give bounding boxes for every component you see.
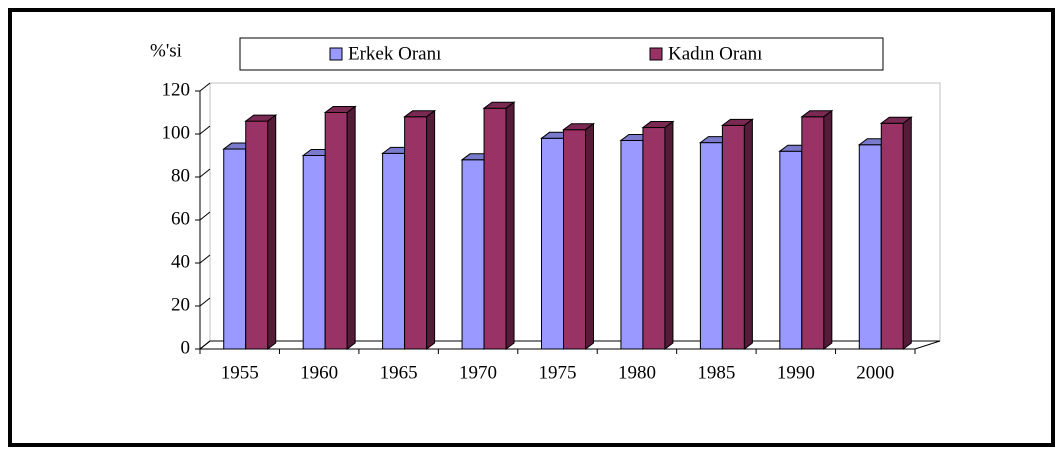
bar-side	[426, 109, 436, 350]
x-tick-label: 1980	[618, 362, 656, 383]
y-tick-label: 0	[181, 337, 191, 358]
y-axis-label: %'si	[150, 40, 182, 61]
y-tick-label: 120	[162, 79, 191, 100]
x-tick-label: 1960	[300, 362, 338, 383]
x-tick-label: 1985	[697, 362, 735, 383]
bar	[302, 155, 326, 350]
legend-label: Kadın Oranı	[668, 43, 762, 64]
bar	[699, 142, 723, 350]
bar-side	[267, 114, 277, 350]
legend-swatch	[329, 47, 343, 61]
bar	[404, 116, 428, 350]
bar-side	[505, 101, 515, 350]
bar	[223, 148, 247, 350]
x-tick-label: 1955	[221, 362, 259, 383]
wall-tick	[199, 125, 211, 135]
bar	[880, 122, 904, 350]
bar-side	[346, 105, 356, 350]
bar-side	[743, 118, 753, 350]
x-tick-label: 1975	[539, 362, 577, 383]
bar	[324, 112, 348, 350]
bar	[620, 139, 644, 350]
legend-label: Erkek Oranı	[348, 43, 441, 64]
bar	[541, 137, 564, 350]
y-tick-label: 40	[171, 251, 190, 272]
wall-tick	[199, 297, 211, 307]
x-tick-label: 1990	[777, 362, 815, 383]
wall-tick	[199, 340, 211, 350]
bar	[801, 116, 825, 350]
wall-tick	[199, 168, 211, 178]
bar	[245, 120, 269, 350]
bar	[563, 129, 586, 350]
bar	[461, 159, 485, 350]
bar	[858, 144, 882, 350]
bar-side	[902, 116, 912, 350]
y-tick-label: 60	[171, 208, 190, 229]
x-tick-label: 1965	[380, 362, 418, 383]
bar	[642, 127, 666, 350]
y-tick-label: 80	[171, 165, 190, 186]
wall-tick	[199, 254, 211, 264]
legend-box	[239, 37, 884, 71]
bar-side	[823, 109, 833, 350]
bar	[382, 152, 406, 350]
x-tick-label: 2000	[856, 362, 894, 383]
x-tick-label: 1970	[459, 362, 497, 383]
bar	[779, 150, 803, 350]
bar-side	[585, 122, 594, 350]
bar-side	[664, 120, 674, 350]
wall-tick	[199, 82, 211, 92]
wall-tick	[199, 211, 211, 221]
y-tick-label: 100	[162, 122, 191, 143]
bar	[721, 124, 745, 350]
y-tick-label: 20	[171, 294, 190, 315]
legend-swatch	[649, 47, 663, 61]
bar	[483, 107, 507, 350]
